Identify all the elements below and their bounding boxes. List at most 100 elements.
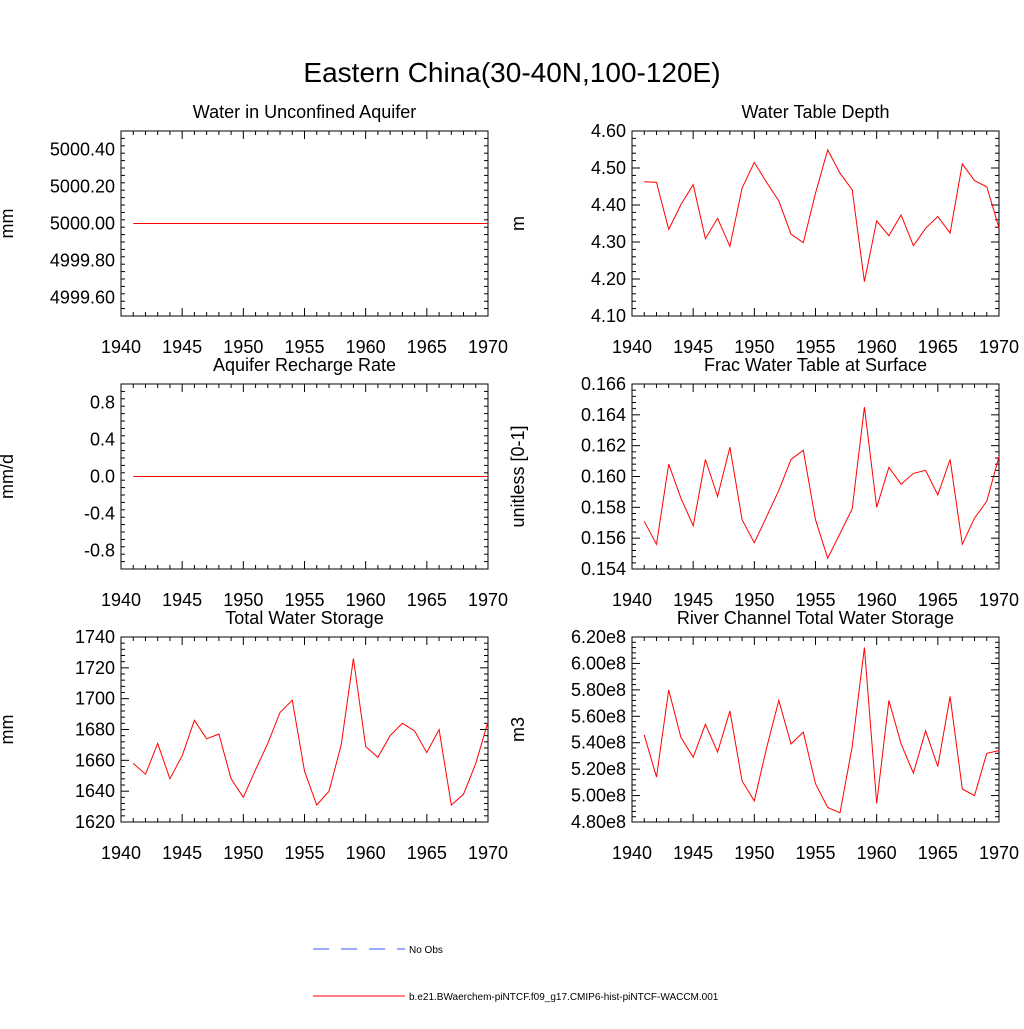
panel-title: Frac Water Table at Surface [704, 355, 927, 375]
chart-panel-1: Water in Unconfined Aquifer mm 1940 1945 195… [0, 102, 508, 357]
x-tick-label: 1945 [673, 843, 713, 863]
legend: No Obs b.e21.BWaerchem-piNTCF.f09_g17.CM… [313, 945, 719, 1003]
y-tick-label: 5000.40 [50, 140, 115, 160]
y-tick-label: 1680 [75, 720, 115, 740]
x-tick-label: 1950 [734, 843, 774, 863]
x-tick-label: 1965 [918, 843, 958, 863]
plot-frame [631, 130, 1000, 317]
series-line [132, 658, 489, 806]
chart-panel-2: Water Table Depth m 1940 1945 1950 1955 1960 19… [508, 102, 1019, 357]
x-tick-label: 1950 [734, 337, 774, 357]
y-axis-label: unitless [0-1] [508, 425, 528, 527]
chart-panel-6: River Channel Total Water Storage m3 1940 1… [508, 608, 1019, 863]
x-tick-label: 1960 [857, 337, 897, 357]
y-tick-label: 0.154 [581, 559, 626, 579]
x-tick-label: 1940 [101, 843, 141, 863]
y-tick-label: 4.10 [591, 306, 626, 326]
x-tick-label: 1945 [673, 337, 713, 357]
chart-panel-4: Frac Water Table at Surface unitless [0-1… [508, 355, 1019, 610]
y-tick-label: 4.50 [591, 158, 626, 178]
x-tick-label: 1945 [162, 337, 202, 357]
y-tick-label: 0.160 [581, 467, 626, 487]
x-tick-label: 1965 [407, 590, 447, 610]
y-tick-label: 4999.60 [50, 288, 115, 308]
x-tick-label: 1950 [223, 590, 263, 610]
panel-title: River Channel Total Water Storage [677, 608, 954, 628]
x-tick-label: 1940 [101, 590, 141, 610]
y-tick-label: 0.156 [581, 528, 626, 548]
y-tick-label: 0.164 [581, 405, 626, 425]
x-tick-label: 1965 [918, 590, 958, 610]
y-tick-label: 1640 [75, 781, 115, 801]
y-tick-label: 1620 [75, 812, 115, 832]
y-tick-label: 5.60e8 [571, 706, 626, 726]
y-tick-label: 0.158 [581, 497, 626, 517]
x-tick-label: 1945 [673, 590, 713, 610]
y-tick-label: 4.20 [591, 269, 626, 289]
x-tick-label: 1945 [162, 843, 202, 863]
y-tick-label: 5.40e8 [571, 733, 626, 753]
x-tick-label: 1940 [612, 590, 652, 610]
y-axis-label: mm [0, 209, 17, 239]
y-axis-label: m [508, 216, 528, 231]
y-tick-label: 4.40 [591, 195, 626, 215]
plot-frame [120, 636, 489, 823]
x-tick-label: 1955 [284, 843, 324, 863]
x-tick-label: 1970 [979, 843, 1019, 863]
y-tick-label: 4.80e8 [571, 812, 626, 832]
x-tick-label: 1955 [795, 590, 835, 610]
chart-panel-3: Aquifer Recharge Rate mm/d 1940 1945 1950 195… [0, 355, 508, 610]
series-line [644, 148, 1000, 282]
x-tick-label: 1955 [795, 337, 835, 357]
x-tick-label: 1940 [612, 843, 652, 863]
y-tick-label: 5.00e8 [571, 786, 626, 806]
y-tick-label: 0.4 [90, 430, 115, 450]
x-tick-label: 1960 [346, 337, 386, 357]
x-tick-label: 1965 [407, 337, 447, 357]
panel-title: Water Table Depth [741, 102, 889, 122]
x-tick-label: 1970 [979, 590, 1019, 610]
y-tick-label: 5.20e8 [571, 759, 626, 779]
y-tick-label: 1700 [75, 689, 115, 709]
x-tick-label: 1960 [346, 590, 386, 610]
x-tick-label: 1960 [857, 843, 897, 863]
y-axis-label: mm [0, 715, 17, 745]
chart-panel-5: Total Water Storage mm 1940 1945 1950 1955 196… [0, 608, 508, 863]
x-tick-label: 1945 [162, 590, 202, 610]
x-tick-label: 1970 [468, 337, 508, 357]
x-tick-label: 1970 [468, 590, 508, 610]
y-tick-label: 1660 [75, 750, 115, 770]
x-tick-label: 1950 [223, 843, 263, 863]
y-tick-label: 4.60 [591, 121, 626, 141]
y-tick-label: 4.30 [591, 232, 626, 252]
figure-title: Eastern China(30-40N,100-120E) [303, 57, 720, 88]
y-tick-label: 1740 [75, 627, 115, 647]
x-tick-label: 1965 [407, 843, 447, 863]
panel-title: Total Water Storage [225, 608, 383, 628]
y-tick-label: 0.0 [90, 467, 115, 487]
y-tick-label: 5000.20 [50, 177, 115, 197]
x-tick-label: 1955 [795, 843, 835, 863]
x-tick-label: 1970 [979, 337, 1019, 357]
y-axis-label: mm/d [0, 454, 17, 499]
y-axis-label: m3 [508, 717, 528, 742]
panel-title: Aquifer Recharge Rate [213, 355, 396, 375]
y-tick-label: 6.00e8 [571, 653, 626, 673]
y-tick-label: 4999.80 [50, 251, 115, 271]
x-tick-label: 1955 [284, 337, 324, 357]
y-tick-label: 0.166 [581, 374, 626, 394]
series-line [643, 647, 1000, 814]
x-tick-label: 1965 [918, 337, 958, 357]
x-tick-label: 1955 [284, 590, 324, 610]
y-tick-label: 5.80e8 [571, 680, 626, 700]
y-tick-label: -0.4 [84, 504, 115, 524]
y-tick-label: 6.20e8 [571, 627, 626, 647]
x-tick-label: 1940 [612, 337, 652, 357]
x-tick-label: 1960 [857, 590, 897, 610]
legend-obs-label: No Obs [409, 945, 443, 956]
y-tick-label: 1720 [75, 658, 115, 678]
y-tick-label: -0.8 [84, 541, 115, 561]
x-tick-label: 1950 [734, 590, 774, 610]
